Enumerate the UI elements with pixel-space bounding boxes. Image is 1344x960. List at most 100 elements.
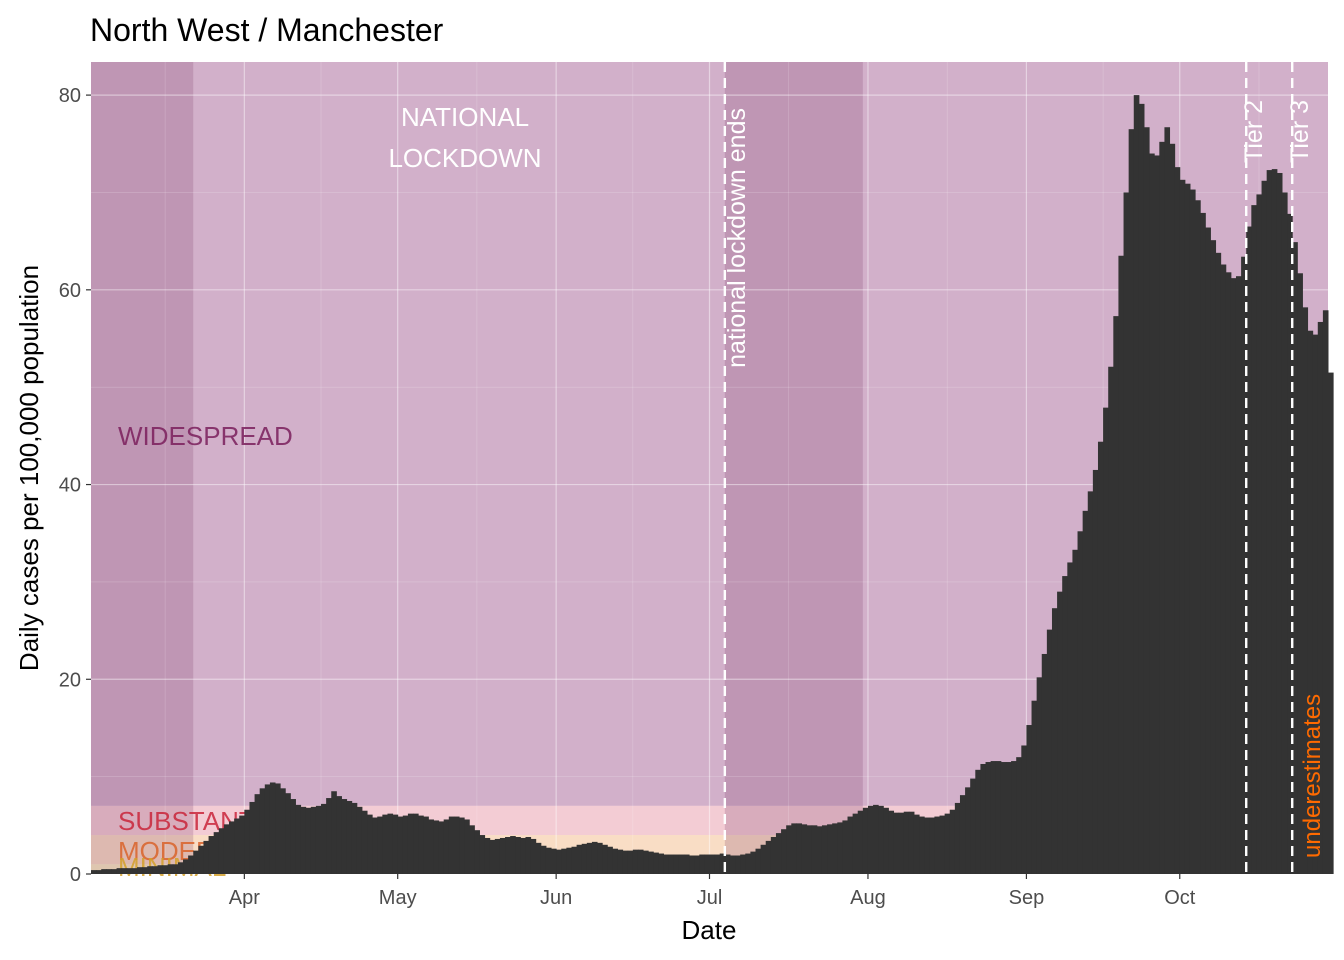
bar (602, 844, 608, 874)
bar (1097, 441, 1104, 874)
bar (1281, 192, 1288, 875)
bar (91, 870, 97, 874)
bar (213, 832, 220, 874)
bar (1051, 608, 1058, 874)
bar (545, 847, 552, 874)
bar (699, 854, 705, 874)
bar (970, 778, 976, 874)
bar (867, 805, 874, 874)
bar (479, 835, 486, 874)
bar (453, 816, 460, 874)
bar (198, 845, 204, 874)
bar (903, 811, 910, 874)
bar (1159, 141, 1165, 875)
bar (929, 817, 935, 874)
bar (285, 793, 291, 874)
bar (361, 810, 368, 874)
bar (1021, 745, 1027, 874)
bar (382, 814, 388, 874)
x-axis-title: Date (682, 915, 737, 945)
bar (852, 813, 859, 874)
bar (1225, 272, 1232, 875)
bar (407, 813, 414, 874)
bar (1128, 129, 1135, 874)
bar (576, 844, 583, 874)
bar (1108, 366, 1114, 874)
bar (1261, 180, 1268, 875)
bar (811, 825, 818, 874)
bar (704, 854, 710, 874)
bar (520, 837, 526, 874)
bar (515, 837, 521, 874)
bar (1287, 213, 1293, 874)
y-tick-label: 60 (59, 280, 81, 302)
y-tick-label: 20 (59, 669, 81, 691)
bar (750, 851, 757, 874)
bar (1026, 725, 1033, 874)
bar (392, 814, 399, 874)
bar (367, 814, 373, 874)
bar (714, 854, 721, 874)
bar (239, 815, 245, 874)
bar (1200, 212, 1206, 875)
bar (571, 846, 578, 874)
bar (208, 836, 215, 874)
bar (694, 855, 700, 874)
bar (1271, 169, 1278, 874)
bar (837, 822, 843, 874)
bar (423, 816, 429, 874)
bar (484, 837, 491, 874)
bar (908, 811, 915, 874)
bar (1041, 653, 1048, 874)
bar (556, 849, 562, 874)
bar (551, 848, 557, 874)
bar (1195, 200, 1201, 874)
bar (770, 837, 777, 874)
bar (1072, 549, 1079, 874)
bar (448, 816, 455, 874)
bar (873, 804, 879, 874)
bar (827, 824, 833, 874)
bar (167, 864, 174, 874)
bar (959, 795, 966, 874)
bar (147, 866, 153, 874)
bar (1103, 407, 1109, 874)
bar (474, 830, 480, 874)
bar (116, 868, 123, 874)
bar (269, 782, 276, 874)
bar (121, 868, 128, 874)
bar (729, 855, 736, 874)
bar (489, 839, 496, 874)
bar (510, 836, 516, 874)
bar (1092, 469, 1099, 874)
bar (1011, 761, 1017, 874)
bar (791, 823, 797, 874)
bar (796, 823, 803, 874)
bar (494, 838, 501, 874)
bar (1174, 167, 1181, 875)
bar (561, 848, 567, 874)
bar (893, 812, 900, 874)
bar (1179, 179, 1186, 874)
bar (806, 825, 813, 874)
bar (305, 807, 312, 874)
bar (1164, 127, 1171, 875)
bar (438, 821, 445, 874)
bar (653, 852, 659, 874)
bar (954, 802, 961, 874)
bar (96, 870, 102, 874)
bar (162, 865, 169, 874)
bar (499, 837, 506, 874)
bar (341, 799, 348, 874)
bar (760, 844, 767, 874)
bar (1138, 103, 1145, 874)
bar (137, 867, 143, 874)
bar (913, 814, 920, 874)
bar (464, 819, 470, 874)
bar (643, 850, 649, 874)
bar (965, 787, 971, 874)
bar (315, 805, 322, 874)
bar (719, 853, 726, 874)
bar (648, 851, 654, 874)
bar (581, 843, 588, 874)
